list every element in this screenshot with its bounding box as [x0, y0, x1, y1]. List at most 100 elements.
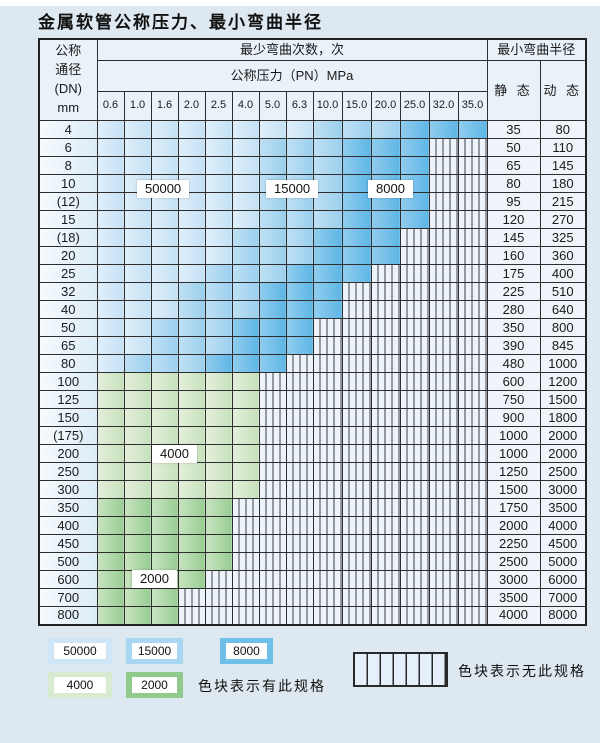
no-spec-cell: [428, 318, 459, 337]
table-row: 450 2250 4500: [38, 534, 587, 553]
pressure-tick: 2.5: [204, 91, 233, 121]
table-row: 125 750 1500: [38, 390, 587, 409]
dynamic-radius-cell: 270: [539, 210, 587, 229]
table-row: 100 600 1200: [38, 372, 587, 391]
no-spec-cell: [370, 498, 401, 517]
dynamic-radius-cell: 8000: [539, 606, 587, 625]
no-spec-cell: [370, 588, 401, 607]
spec-cell: [150, 516, 179, 535]
spec-cell: [231, 300, 260, 319]
no-spec-cell: [457, 444, 488, 463]
no-spec-cell: [341, 552, 372, 571]
no-spec-cell: [428, 138, 459, 157]
spec-table: 公称 通径 (DN) mm 最少弯曲次数，次 最小弯曲半径 公称压力（PN）MPa 静 态动 …: [38, 38, 587, 626]
no-spec-cell: [457, 210, 488, 229]
zone-label: 8000: [368, 180, 413, 198]
spec-cell: [150, 426, 179, 445]
dn-cell: 50: [38, 318, 98, 337]
pressure-tick: 6.3: [285, 91, 314, 121]
no-spec-cell: [285, 606, 314, 625]
no-spec-cell: [341, 462, 372, 481]
spec-cell: [204, 300, 233, 319]
spec-cell: [204, 120, 233, 139]
spec-cell: [123, 318, 152, 337]
pressure-tick: 2.0: [177, 91, 206, 121]
spec-cell: [341, 246, 372, 265]
no-spec-cell: [399, 570, 430, 589]
spec-cell: [150, 336, 179, 355]
no-spec-cell: [341, 426, 372, 445]
spec-cell: [204, 246, 233, 265]
no-spec-cell: [428, 444, 459, 463]
spec-cell: [204, 426, 233, 445]
top-white-strip: [0, 0, 600, 6]
no-spec-cell: [428, 426, 459, 445]
legend-swatch-label: 2000: [132, 677, 177, 693]
no-spec-cell: [457, 462, 488, 481]
no-spec-cell: [285, 408, 314, 427]
no-spec-cell: [285, 534, 314, 553]
spec-cell: [123, 606, 152, 625]
no-spec-cell: [285, 426, 314, 445]
spec-cell: [341, 138, 372, 157]
pressure-tick: 15.0: [341, 91, 372, 121]
static-radius-cell: 2000: [486, 516, 541, 535]
dn-cell: 20: [38, 246, 98, 265]
no-spec-cell: [341, 444, 372, 463]
spec-cell: [96, 318, 125, 337]
no-spec-cell: [428, 264, 459, 283]
dynamic-radius-cell: 1200: [539, 372, 587, 391]
spec-cell: [231, 192, 260, 211]
no-spec-cell: [428, 534, 459, 553]
no-spec-cell: [428, 174, 459, 193]
no-spec-cell: [258, 444, 287, 463]
no-spec-cell: [370, 480, 401, 499]
no-spec-cell: [258, 534, 287, 553]
static-radius-cell: 4000: [486, 606, 541, 625]
no-spec-cell: [370, 516, 401, 535]
no-spec-cell: [399, 426, 430, 445]
no-spec-cell: [341, 282, 372, 301]
no-spec-cell: [428, 480, 459, 499]
spec-cell: [231, 156, 260, 175]
spec-cell: [285, 138, 314, 157]
no-spec-cell: [428, 336, 459, 355]
dynamic-radius-cell: 510: [539, 282, 587, 301]
spec-cell: [177, 138, 206, 157]
no-spec-cell: [341, 498, 372, 517]
legend: 50000 15000 8000 4000 2000 色块表示有此规格 色块表示无此规格: [0, 630, 600, 725]
spec-cell: [150, 606, 179, 625]
spec-cell: [428, 120, 459, 139]
spec-cell: [123, 444, 152, 463]
no-spec-cell: [457, 534, 488, 553]
static-radius-cell: 2500: [486, 552, 541, 571]
table-row: 150 900 1800: [38, 408, 587, 427]
spec-cell: [123, 228, 152, 247]
legend-no-spec-text: 色块表示无此规格: [458, 663, 586, 679]
spec-cell: [177, 408, 206, 427]
dn-cell: 100: [38, 372, 98, 391]
no-spec-cell: [457, 570, 488, 589]
no-spec-cell: [399, 552, 430, 571]
static-column-header: 静 态: [486, 60, 541, 121]
spec-cell: [231, 480, 260, 499]
no-spec-cell: [312, 372, 343, 391]
spec-cell: [204, 138, 233, 157]
no-spec-cell: [399, 264, 430, 283]
no-spec-cell: [285, 390, 314, 409]
no-spec-cell: [312, 462, 343, 481]
spec-cell: [285, 282, 314, 301]
dynamic-radius-cell: 1500: [539, 390, 587, 409]
no-spec-cell: [312, 498, 343, 517]
dynamic-radius-cell: 4000: [539, 516, 587, 535]
static-radius-cell: 1750: [486, 498, 541, 517]
spec-cell: [150, 552, 179, 571]
spec-cell: [123, 390, 152, 409]
no-spec-cell: [258, 588, 287, 607]
spec-cell: [123, 210, 152, 229]
no-spec-cell: [428, 156, 459, 175]
spec-cell: [370, 228, 401, 247]
spec-cell: [96, 192, 125, 211]
dynamic-radius-cell: 110: [539, 138, 587, 157]
no-spec-cell: [204, 570, 233, 589]
